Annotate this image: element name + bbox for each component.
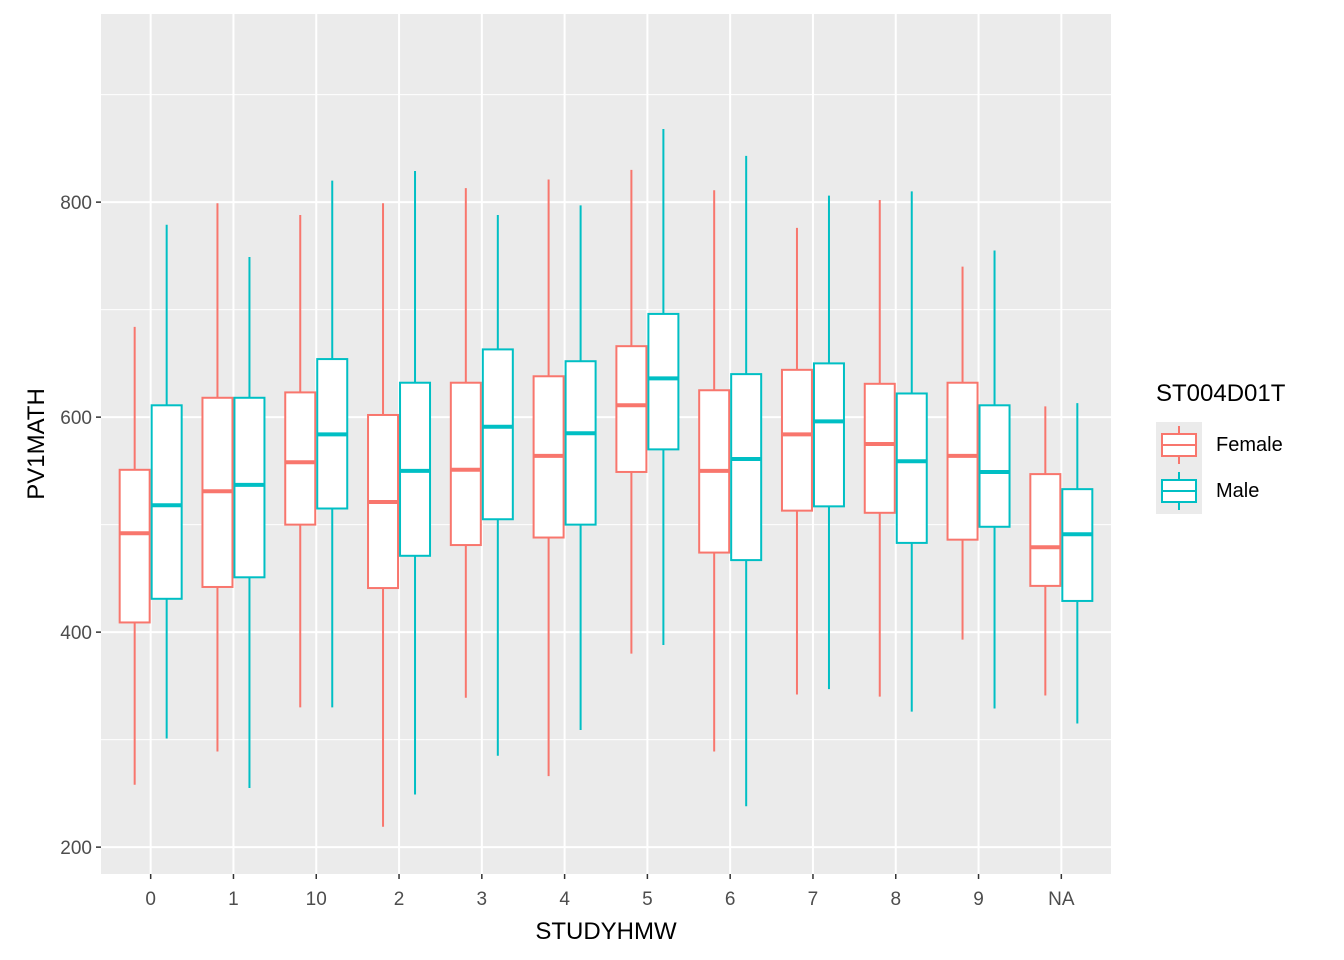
box <box>233 396 266 579</box>
x-tick-label: 7 <box>808 889 819 910</box>
box <box>647 312 680 451</box>
box <box>564 360 597 526</box>
y-axis-title: PV1MATH <box>23 388 50 500</box>
box <box>946 381 979 541</box>
legend: ST004D01T Female Male <box>1156 380 1286 514</box>
box <box>150 404 183 600</box>
legend-keys <box>1156 422 1202 514</box>
box <box>481 348 514 521</box>
x-tick-label: 2 <box>394 889 405 910</box>
box <box>1061 488 1094 602</box>
boxes <box>118 129 1094 827</box>
x-tick-label: 10 <box>306 889 327 910</box>
x-tick-label: 4 <box>559 889 570 910</box>
x-tick-label: 8 <box>890 889 901 910</box>
box <box>780 368 813 512</box>
x-tick-label: 3 <box>477 889 488 910</box>
y-tick-label: 800 <box>60 193 92 214</box>
x-tick-label: 9 <box>973 889 984 910</box>
legend-label-male: Male <box>1216 480 1259 502</box>
box <box>118 468 151 624</box>
x-tick-label: 1 <box>228 889 239 910</box>
box <box>812 362 845 508</box>
y-tick-label: 400 <box>60 623 92 644</box>
box <box>895 392 928 544</box>
box <box>730 373 763 562</box>
axes: 200 400 600 800 0 1 10 2 3 4 5 6 7 8 9 NA <box>60 193 1075 910</box>
box <box>978 404 1011 528</box>
y-tick-label: 200 <box>60 838 92 859</box>
legend-title: ST004D01T <box>1156 380 1286 407</box>
plot-panel <box>101 14 1111 874</box>
series-female <box>118 169 1062 827</box>
x-tick-label: NA <box>1048 889 1075 910</box>
box <box>615 345 648 473</box>
box <box>449 381 482 547</box>
legend-label-female: Female <box>1216 434 1283 456</box>
x-tick-label: 5 <box>642 889 653 910</box>
legend-key-female <box>1156 422 1202 468</box>
legend-key-male <box>1156 468 1202 514</box>
series-male <box>150 129 1094 807</box>
x-tick-label: 0 <box>145 889 156 910</box>
y-tick-label: 600 <box>60 408 92 429</box>
x-tick-label: 6 <box>725 889 736 910</box>
box <box>1029 473 1062 587</box>
x-axis-title: STUDYHMW <box>535 918 677 945</box>
box <box>284 391 317 526</box>
box <box>863 382 896 514</box>
